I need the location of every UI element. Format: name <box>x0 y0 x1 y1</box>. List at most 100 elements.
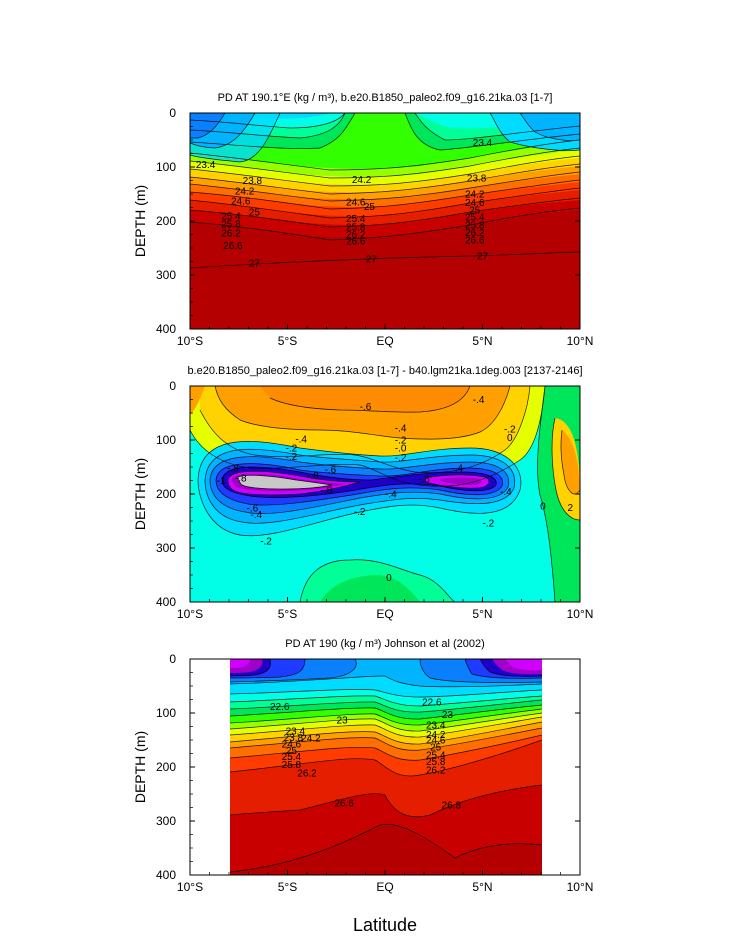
contour-label: 25.4 <box>426 751 446 762</box>
contour-label: 0 <box>540 501 546 512</box>
x-axis-label: Latitude <box>353 915 417 935</box>
contour-label: -.2 <box>504 425 516 436</box>
contour-label: 26.2 <box>346 230 366 241</box>
contour-label: 24.6 <box>282 739 302 750</box>
contour-label: 23.4 <box>426 720 446 731</box>
contour-label: 25 <box>364 202 376 213</box>
contour-label: 26.6 <box>334 799 354 810</box>
contour-label: 24.6 <box>426 736 446 747</box>
contour-label: -.2 <box>354 507 366 518</box>
contour-label: 23.4 <box>196 160 216 171</box>
contour-label: 23.4 <box>473 138 493 149</box>
panel-2: b.e20.B1850_paleo2.f09_g16.21ka.03 [1-7]… <box>132 365 593 621</box>
contour-label: 23.8 <box>243 176 263 187</box>
contour-label: -.4 <box>395 424 407 435</box>
panel-3-ylabel: DEPTH (m) <box>132 731 148 803</box>
x-tick-label: EQ <box>376 334 393 348</box>
contour-label: 25 <box>469 206 481 217</box>
contour-label: -.8 <box>307 471 319 482</box>
contour-label: 26.2 <box>221 228 241 239</box>
x-tick-label: 5°S <box>278 607 297 621</box>
y-tick-label: 300 <box>156 814 176 828</box>
contour-label: 2 <box>567 503 573 514</box>
contour-label: 24.6 <box>465 198 485 209</box>
contour-label: 0 <box>386 573 392 584</box>
contour-label: -.6 <box>325 465 337 476</box>
contour-label: 25.4 <box>465 213 485 224</box>
contour-label: 22.6 <box>422 698 442 709</box>
contour-label: 25.4 <box>282 752 302 763</box>
panel-1-ylabel: DEPTH (m) <box>132 185 148 257</box>
contour-label: -.8 <box>227 464 239 475</box>
y-tick-label: 200 <box>156 487 176 501</box>
contour-label: 26.2 <box>465 228 485 239</box>
contour-label: -.6 <box>247 504 259 515</box>
x-tick-label: EQ <box>376 880 393 894</box>
contour-label: -.2 <box>395 453 407 464</box>
contour-label: -.4 <box>385 490 397 501</box>
panel-3: PD AT 190 (kg / m³) Johnson et al (2002) <box>132 638 593 894</box>
panel-1: PD AT 190.1°E (kg / m³), b.e20.B1850_pal… <box>132 92 593 348</box>
contour-label: 24.2 <box>465 190 485 201</box>
contour-label: 25.8 <box>465 220 485 231</box>
y-tick-label: 200 <box>156 214 176 228</box>
contour-label: 26.2 <box>297 768 317 779</box>
contour-label: -.2 <box>483 519 495 530</box>
x-tick-label: 5°S <box>278 880 297 894</box>
y-tick-label: 400 <box>156 322 176 336</box>
x-tick-label: 10°N <box>567 607 594 621</box>
contour-label: -.4 <box>500 487 512 498</box>
y-tick-label: 100 <box>156 433 176 447</box>
x-tick-label: 10°N <box>567 334 594 348</box>
contour-label: -.2 <box>395 436 407 447</box>
contour-label: 26.6 <box>465 235 485 246</box>
contour-label: -.4 <box>451 464 463 475</box>
contour-label: -.4 <box>473 395 485 406</box>
contour-label: -.2 <box>260 536 272 547</box>
panel-3-title: PD AT 190 (kg / m³) Johnson et al (2002) <box>285 638 485 650</box>
y-tick-label: 100 <box>156 706 176 720</box>
y-tick-label: 400 <box>156 595 176 609</box>
contour-label: 26.8 <box>442 800 462 811</box>
contour-label: 24.2 <box>301 733 321 744</box>
y-tick-label: 300 <box>156 268 176 282</box>
contour-label: 23.4 <box>286 726 306 737</box>
contour-label: 22.6 <box>270 702 290 713</box>
contour-label: 25.4 <box>346 214 366 225</box>
contour-label: 23 <box>337 716 349 727</box>
x-tick-label: 5°S <box>278 334 297 348</box>
contour-label: 27 <box>477 252 489 263</box>
x-tick-label: 5°N <box>472 880 492 894</box>
y-tick-label: 200 <box>156 760 176 774</box>
x-tick-label: 10°S <box>177 880 203 894</box>
y-tick-label: 100 <box>156 160 176 174</box>
contour-label: 25.8 <box>426 757 446 768</box>
contour-label: -1 <box>217 476 226 487</box>
contour-label: 24.2 <box>352 175 372 186</box>
contour-label: 27 <box>366 254 378 265</box>
contour-label: 25.4 <box>221 212 241 223</box>
x-tick-label: 10°S <box>177 607 203 621</box>
panel-3-contour-labels: 22.622.623 2323.423.423.824.224.624.224.6… <box>270 698 462 812</box>
contour-label: 25 <box>430 743 442 754</box>
y-tick-label: 400 <box>156 868 176 882</box>
y-tick-label: 300 <box>156 541 176 555</box>
x-tick-label: 5°N <box>472 607 492 621</box>
y-tick-label: 0 <box>169 379 176 393</box>
contour-label: 24.6 <box>346 198 366 209</box>
x-tick-label: EQ <box>376 607 393 621</box>
contour-label: -.6 <box>360 402 372 413</box>
contour-label: 26.6 <box>223 241 243 252</box>
panel-2-ylabel: DEPTH (m) <box>132 458 148 530</box>
x-tick-label: 10°N <box>567 880 594 894</box>
panel-1-field <box>190 113 580 329</box>
contour-label: 25.8 <box>346 222 366 233</box>
contour-label: 0 <box>507 433 513 444</box>
contour-label: 26.6 <box>346 236 366 247</box>
panel-1-contour-labels: 23.423.824.224.62525.425.826.226.62724.2… <box>196 138 493 269</box>
contour-label: 25.8 <box>282 760 302 771</box>
contour-label: 23.8 <box>284 733 304 744</box>
contour-label: 25.8 <box>221 220 241 231</box>
x-tick-label: 10°S <box>177 334 203 348</box>
